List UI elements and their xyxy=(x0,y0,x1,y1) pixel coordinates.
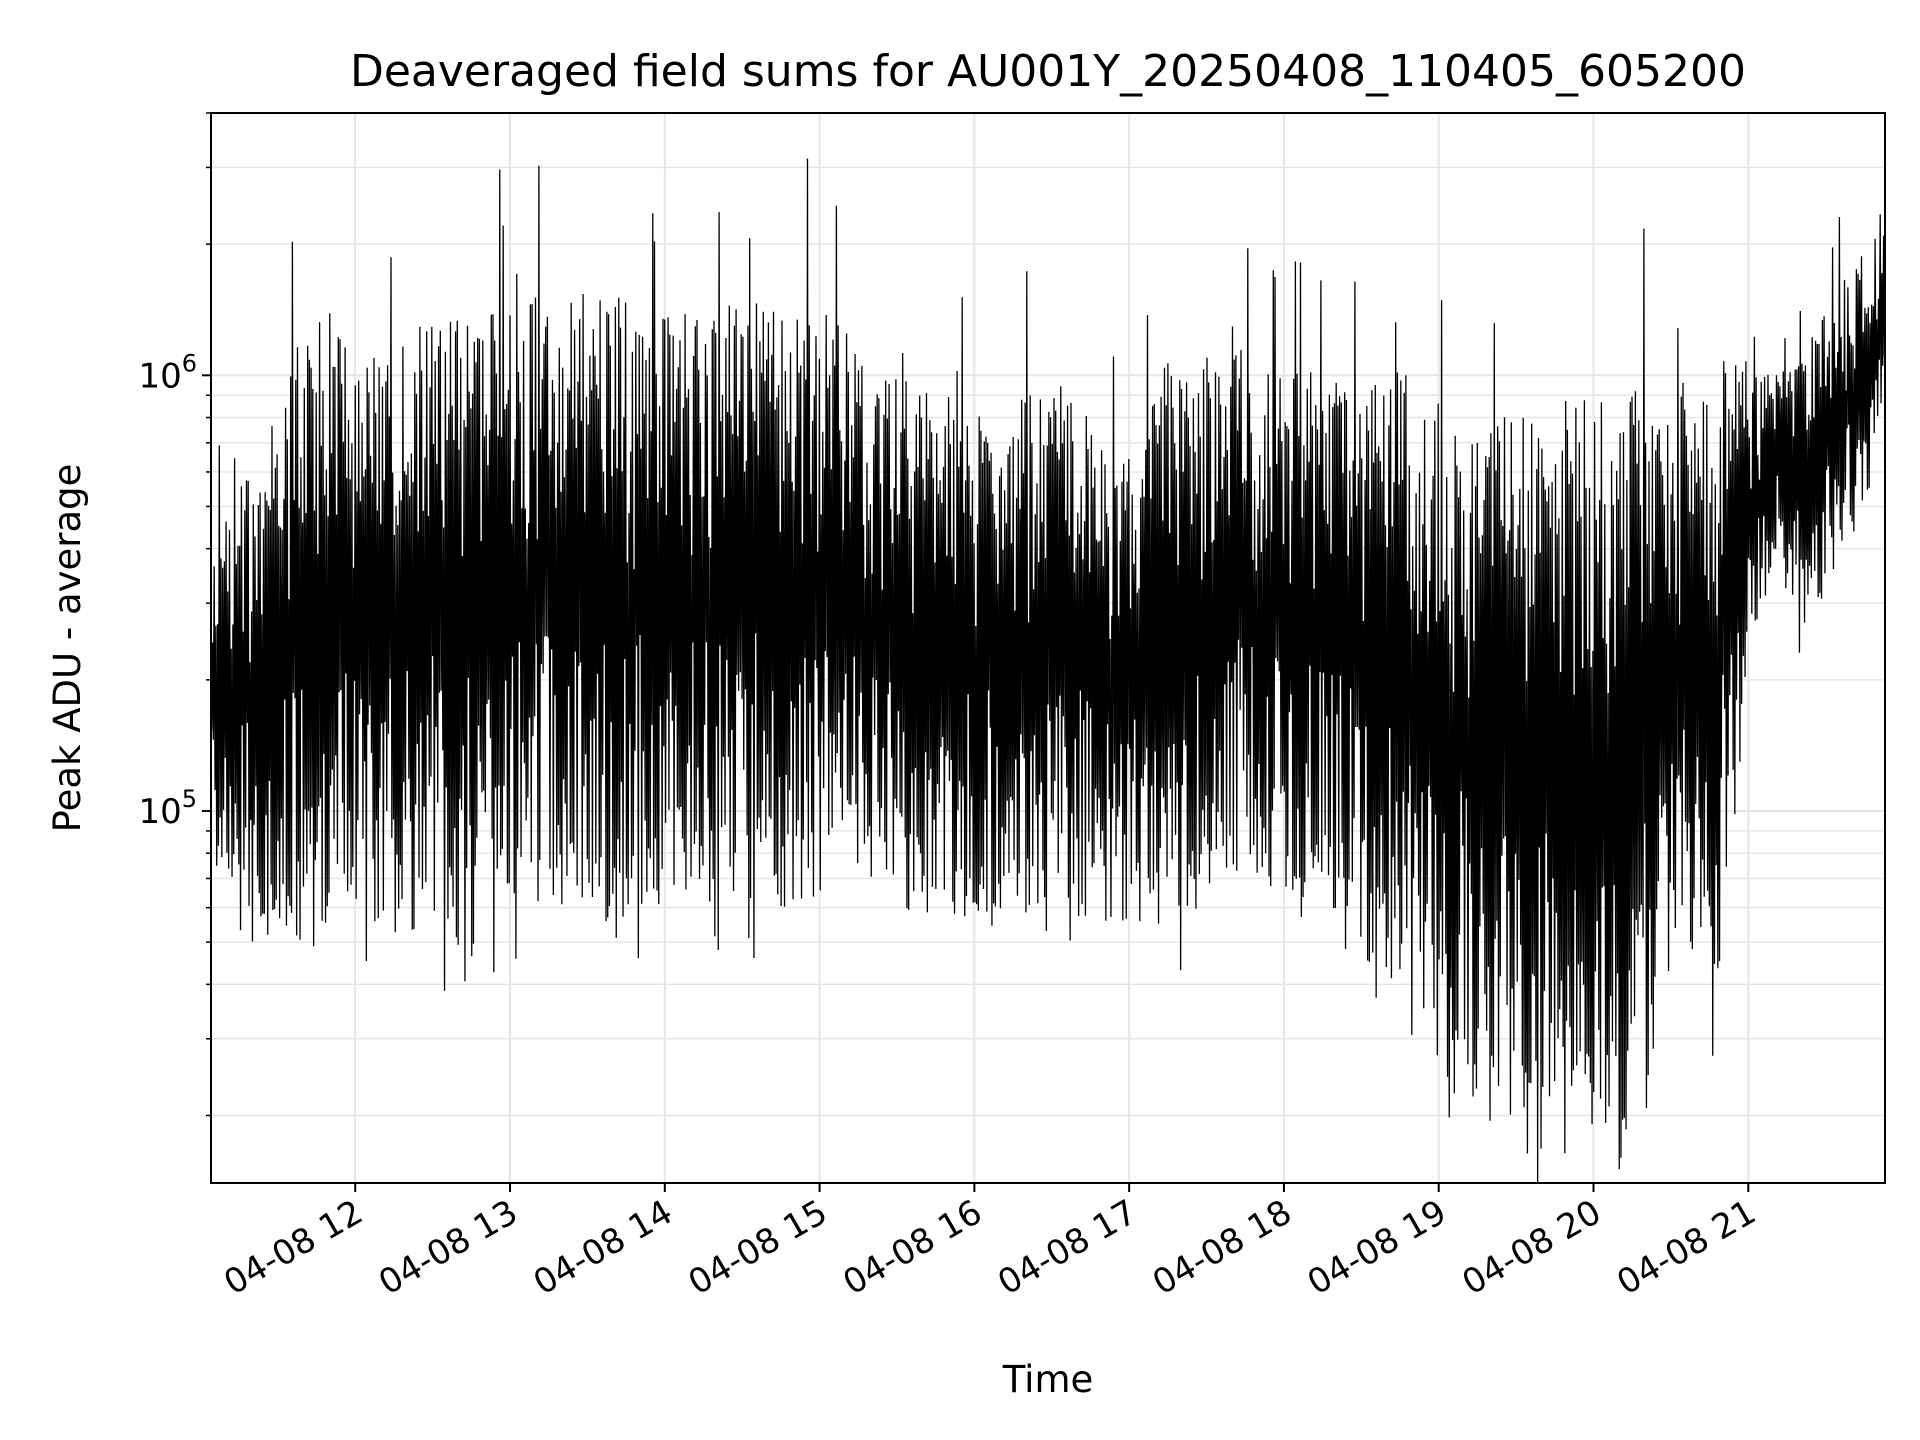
x-tick-label: 04-08 13 xyxy=(372,1192,524,1303)
y-tick-exponent: 6 xyxy=(182,349,197,377)
chart-title: Deaveraged field sums for AU001Y_2025040… xyxy=(350,46,1746,97)
x-tick-label: 04-08 16 xyxy=(836,1192,988,1303)
x-tick-label: 04-08 19 xyxy=(1301,1192,1453,1303)
series-line xyxy=(210,158,1886,1184)
x-tick-label: 04-08 18 xyxy=(1146,1192,1298,1303)
x-tick-label: 04-08 21 xyxy=(1610,1192,1762,1303)
x-axis-label: Time xyxy=(1002,1358,1094,1401)
x-tick-label: 04-08 12 xyxy=(217,1192,369,1303)
x-tick-label: 04-08 17 xyxy=(991,1192,1143,1303)
y-tick-base: 10 xyxy=(138,356,181,396)
y-tick-label: 105 xyxy=(138,785,197,832)
y-tick-label: 106 xyxy=(138,349,197,396)
x-tick-label: 04-08 20 xyxy=(1456,1192,1608,1303)
x-tick-label: 04-08 15 xyxy=(682,1192,834,1303)
y-tick-exponent: 5 xyxy=(182,785,197,813)
x-tick-label: 04-08 14 xyxy=(527,1192,679,1303)
y-tick-base: 10 xyxy=(138,792,181,832)
y-axis-label: Peak ADU - average xyxy=(46,464,89,833)
data-series xyxy=(210,158,1886,1184)
plot-frame xyxy=(210,112,1886,1184)
